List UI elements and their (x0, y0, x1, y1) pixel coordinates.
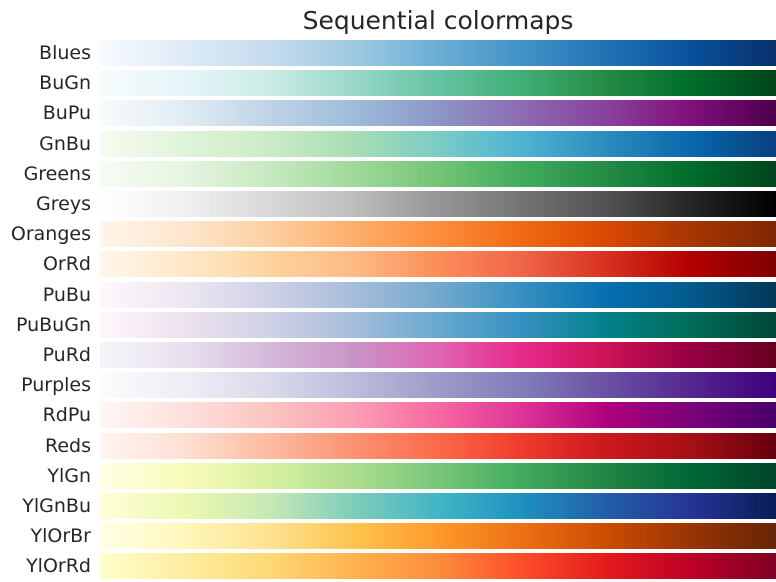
colormap-label-ylgnbu: YlGnBu (22, 495, 91, 517)
colormap-bar-purples (100, 372, 776, 399)
colormap-bar-ylorrd (100, 553, 776, 580)
colormap-bar-gnbu (100, 130, 776, 157)
colormap-label-ylgn: YlGn (47, 464, 91, 487)
colormap-bar-pubu (100, 281, 776, 308)
colormap-bar-blues (100, 40, 776, 66)
colormap-label-orrd: OrRd (42, 253, 91, 276)
colormap-label-purples: Purples (21, 374, 91, 397)
colormap-bar-greens (100, 160, 776, 187)
colormap-label-rdpu: RdPu (42, 404, 91, 427)
colormap-bar-reds (100, 432, 776, 459)
colormap-label-blues: Blues (39, 42, 91, 64)
colormap-bar-bugn (100, 70, 776, 97)
colormap-label-pubugn: PuBuGn (15, 313, 91, 336)
colormap-label-purd: PuRd (42, 344, 91, 366)
colormap-label-pubu: PuBu (42, 283, 91, 306)
colormap-label-greens: Greens (23, 162, 91, 185)
colormap-label-ylorrd: YlOrRd (26, 555, 91, 578)
colormap-label-ylorbr: YlOrBr (30, 525, 92, 548)
colormap-bar-purd (100, 342, 776, 368)
colormap-bar-orrd (100, 251, 776, 278)
colormap-bar-pubugn (100, 311, 776, 338)
colormap-label-oranges: Oranges (10, 223, 91, 246)
colormap-bar-bupu (100, 100, 776, 127)
colormap-label-bugn: BuGn (39, 72, 91, 95)
colormap-bar-greys (100, 191, 776, 217)
colormap-bar-ylgn (100, 462, 776, 489)
colormap-bar-ylorbr (100, 523, 776, 550)
colormap-label-greys: Greys (36, 193, 91, 215)
colormap-label-reds: Reds (45, 434, 91, 457)
colormap-label-gnbu: GnBu (39, 132, 91, 155)
colormap-bar-oranges (100, 221, 776, 248)
colormap-bar-rdpu (100, 402, 776, 429)
colormap-bar-ylgnbu (100, 493, 776, 519)
colormap-label-bupu: BuPu (42, 102, 91, 125)
chart-title: Sequential colormaps (302, 6, 574, 35)
